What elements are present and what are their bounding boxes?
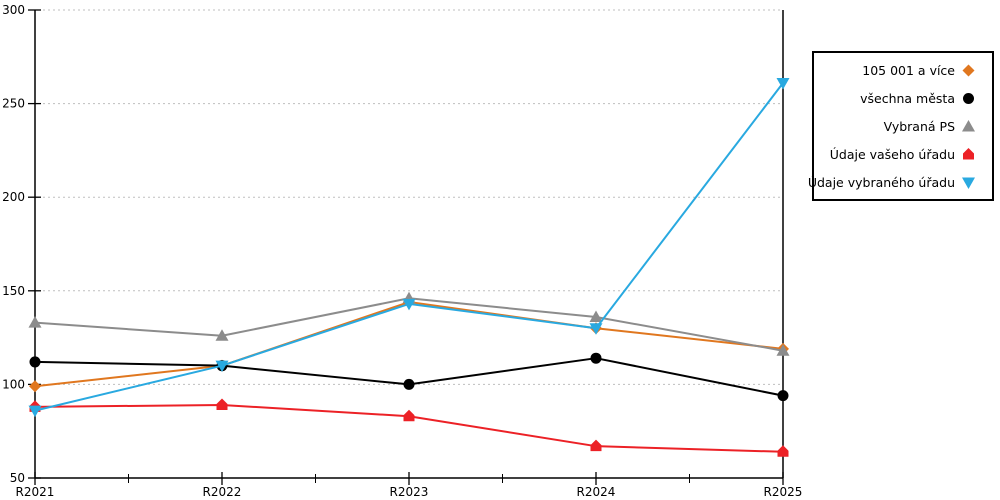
data-point[interactable]	[590, 439, 602, 452]
legend-item-1[interactable]: všechna města	[819, 84, 976, 112]
data-point[interactable]	[776, 78, 790, 90]
data-point[interactable]	[403, 378, 415, 390]
data-point[interactable]	[29, 356, 41, 368]
legend-item-2[interactable]: Vybraná PS	[819, 112, 976, 140]
data-point[interactable]	[216, 398, 228, 410]
legend-label: Údaje vybraného úřadu	[807, 174, 955, 190]
data-point[interactable]	[403, 409, 415, 422]
legend-item-3[interactable]: Údaje vašeho úřadu	[819, 140, 976, 168]
triangle-up-marker-icon	[962, 119, 975, 131]
legend-label: 105 001 a více	[862, 62, 955, 78]
data-point[interactable]	[28, 316, 42, 328]
data-point[interactable]	[589, 310, 603, 323]
legend-label: všechna města	[860, 90, 955, 106]
data-point[interactable]	[589, 323, 603, 335]
data-point[interactable]	[215, 329, 229, 341]
x-tick-label: R2025	[764, 485, 803, 499]
data-point[interactable]	[590, 352, 602, 364]
x-tick-label: R2022	[203, 485, 242, 499]
diamond-marker-icon	[962, 64, 975, 76]
circle-marker-icon	[963, 92, 974, 104]
data-point[interactable]	[777, 390, 789, 402]
legend-item-0[interactable]: 105 001 a více	[819, 56, 976, 84]
x-tick-label: R2023	[390, 485, 429, 499]
y-tick-label: 250	[2, 97, 25, 111]
y-tick-label: 150	[2, 284, 25, 298]
data-point[interactable]	[28, 405, 42, 418]
chart-legend: 105 001 a více všechna města Vybraná PS Úda…	[808, 51, 994, 201]
legend-label: Údaje vašeho úřadu	[829, 146, 955, 162]
y-tick-label: 50	[10, 471, 25, 485]
data-point[interactable]	[29, 380, 41, 393]
series-line-4	[34, 82, 784, 412]
data-point[interactable]	[777, 445, 789, 457]
y-tick-label: 300	[2, 3, 25, 17]
x-tick-label: R2021	[16, 485, 55, 499]
data-point[interactable]	[402, 298, 416, 311]
y-tick-label: 200	[2, 190, 25, 204]
triangle-down-marker-icon	[962, 177, 975, 189]
series-line-1	[34, 357, 784, 397]
y-tick-label: 100	[2, 377, 25, 391]
legend-label: Vybraná PS	[883, 118, 955, 134]
x-tick-label: R2024	[577, 485, 616, 499]
data-point[interactable]	[215, 360, 229, 373]
legend-item-4[interactable]: Údaje vybraného úřadu	[808, 168, 976, 196]
pentagon-marker-icon	[963, 147, 974, 159]
data-point[interactable]	[776, 344, 790, 356]
